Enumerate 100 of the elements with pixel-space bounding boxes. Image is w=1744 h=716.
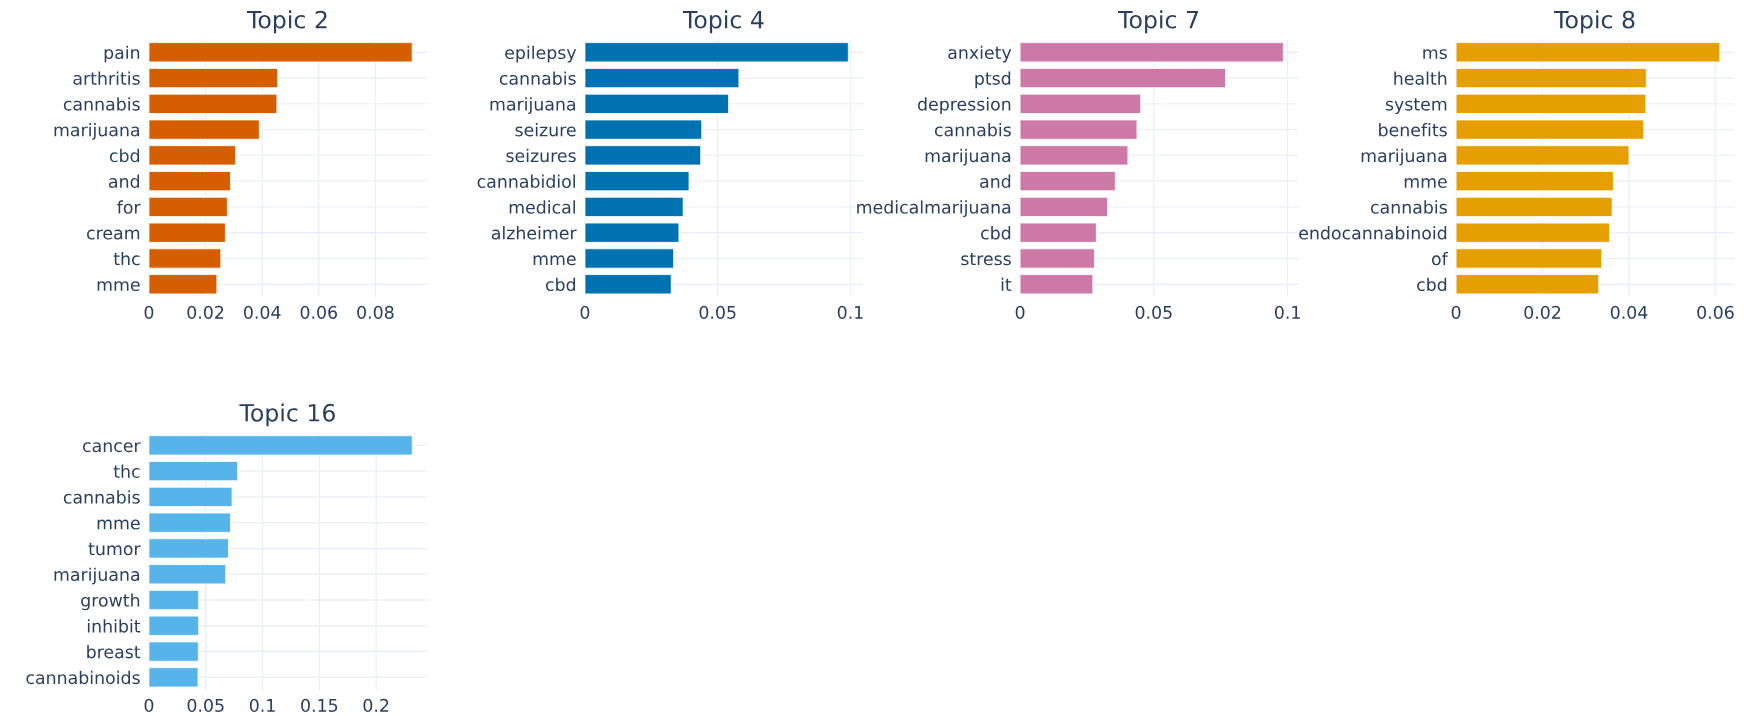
y-tick-label: tumor [88,542,141,556]
y-tick-label: cannabinoids [26,670,140,685]
y-tick-label: marijuana [1361,148,1447,166]
y-tick-label: breast [87,644,141,659]
x-tick-label: 0.02 [187,305,224,319]
chart-title: Topic 4 [682,10,764,34]
y-tick-label: marijuana [54,567,140,585]
bar [1456,145,1630,166]
bar [584,145,702,166]
y-tick-label: cancer [83,442,141,453]
x-tick-label: 0.1 [837,305,863,319]
y-tick-label: endocannabinoid [1299,226,1447,240]
bar [148,196,228,218]
x-tick-label: 0.06 [300,305,338,319]
y-tick-label: marijuana [925,148,1011,166]
bar [148,248,222,269]
y-tick-label: anxiety [948,45,1012,63]
y-tick-label: cream [87,229,140,240]
bar [1456,248,1603,269]
y-tick-label: cannabidiol [477,174,575,188]
x-tick-label: 0 [144,698,154,712]
bar [1456,93,1647,114]
y-tick-label: mme [533,255,576,266]
bar [148,67,279,89]
bar [148,461,238,482]
bar [1020,67,1226,89]
bar [148,93,278,114]
y-tick-label: ms [1423,49,1447,60]
bar [584,274,672,295]
x-tick-label: 0 [1451,305,1461,319]
y-tick-label: thc [113,464,140,478]
y-tick-label: growth [81,593,140,611]
x-tick-label: 0.15 [301,698,338,712]
y-tick-label: cbd [1417,277,1447,292]
bar [1020,171,1116,192]
bar [1020,145,1129,166]
bar [148,667,199,688]
x-tick-label: 0.1 [1274,305,1300,319]
bar [148,274,218,295]
y-tick-label: and [108,174,140,188]
y-tick-label: cannabis [934,123,1011,137]
bar [1020,248,1095,269]
y-tick-label: ptsd [975,71,1011,89]
bar [148,564,227,585]
y-tick-label: health [1394,71,1447,85]
y-tick-label: system [1385,98,1447,115]
x-tick-label: 0.04 [243,305,281,319]
bar [584,196,684,218]
y-tick-label: for [117,200,141,214]
bar [1456,196,1613,218]
y-tick-label: it [1001,277,1012,291]
bar [1456,119,1645,140]
chart-title: Topic 8 [1554,10,1635,34]
bar [148,222,226,243]
bar [148,538,229,559]
bar [1456,42,1721,63]
bar [148,42,413,63]
bar [1020,93,1142,114]
bar [148,119,260,140]
y-tick-label: cannabis [63,97,140,111]
y-tick-label: depression [918,97,1011,115]
x-tick-label: 0 [580,305,590,319]
bar [1020,42,1284,63]
x-tick-label: 0.02 [1524,305,1561,319]
x-tick-label: 0.1 [249,698,275,712]
y-tick-label: marijuana [490,97,576,115]
y-tick-label: cannabis [1370,200,1447,214]
bar [584,119,703,140]
y-tick-label: cannabis [499,71,576,85]
bar [148,435,413,456]
y-tick-label: alzheimer [491,226,577,240]
bar [148,615,200,636]
bar [584,67,740,89]
y-tick-label: mme [1404,178,1447,188]
bar [1020,222,1097,243]
y-tick-label: thc [113,251,140,266]
chart-title: Topic 2 [246,10,327,34]
bar [148,512,231,533]
x-tick-label: 0.08 [357,305,394,319]
bar [1020,119,1138,140]
bar [148,171,231,192]
bar [584,248,675,269]
bar [148,641,199,662]
y-tick-label: mme [97,519,140,530]
y-tick-label: cbd [981,226,1011,240]
y-tick-label: benefits [1379,123,1447,137]
y-tick-label: medicalmarijuana [857,200,1011,218]
y-tick-label: arthritis [73,71,140,85]
x-tick-label: 0.04 [1610,305,1648,319]
x-tick-label: 0 [1015,305,1025,319]
bar [148,145,236,166]
y-tick-label: epilepsy [505,45,577,63]
y-tick-label: stress [961,252,1011,266]
x-tick-label: 0.2 [363,698,389,712]
bar [1456,67,1647,89]
bar [1456,171,1614,192]
chart-title: Topic 7 [1118,10,1198,34]
y-tick-label: medical [509,200,575,214]
x-tick-label: 0 [144,305,154,319]
bar [584,222,680,243]
